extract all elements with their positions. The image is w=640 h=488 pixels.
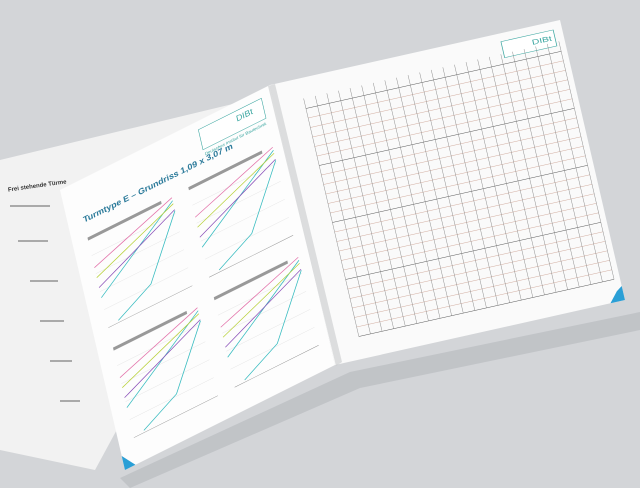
col-line — [384, 80, 441, 319]
col-line — [523, 49, 580, 288]
col-line — [407, 75, 464, 314]
grid-line — [192, 163, 277, 206]
logo-box — [198, 97, 267, 151]
grid-line — [117, 323, 202, 366]
left-paper — [60, 85, 335, 470]
chart-line — [96, 203, 174, 278]
col-line — [326, 93, 383, 332]
chart-line — [124, 319, 201, 398]
grid-line — [226, 309, 311, 352]
axis — [108, 285, 193, 328]
col-line — [419, 72, 476, 311]
grid-line — [99, 249, 185, 292]
col-line — [454, 64, 510, 303]
chart-caption — [188, 150, 263, 191]
chart-line — [218, 160, 277, 271]
corner-tab — [121, 456, 136, 470]
col-line — [396, 77, 452, 316]
col-line — [442, 67, 499, 306]
axis — [209, 235, 294, 278]
col-line — [465, 62, 522, 301]
chart-line — [201, 150, 274, 248]
grid-line — [230, 327, 315, 370]
col-line — [500, 54, 557, 293]
chart-caption — [112, 310, 188, 351]
chart-line — [222, 262, 300, 338]
chart-line — [118, 210, 176, 321]
col-line — [558, 41, 615, 280]
chart-line — [98, 209, 175, 288]
chart-line — [194, 146, 273, 218]
logo-box — [500, 29, 558, 58]
col-line — [477, 59, 534, 298]
chart-line — [122, 313, 200, 388]
chart-line — [199, 158, 276, 238]
corner-tab — [610, 285, 625, 304]
col-line — [512, 51, 568, 290]
grid-line — [129, 377, 214, 420]
grid-line — [217, 273, 302, 316]
chart-line — [197, 152, 275, 228]
chart-line — [244, 270, 302, 381]
grid-line — [91, 213, 176, 256]
gutter — [268, 84, 342, 366]
grid-line — [125, 359, 210, 402]
chart-line — [126, 310, 199, 408]
chart-line — [119, 307, 198, 378]
col-line — [315, 95, 371, 334]
col-line — [489, 56, 545, 295]
col-line — [431, 69, 487, 308]
axis — [133, 395, 218, 438]
chart-line — [143, 320, 201, 431]
data-table — [303, 41, 615, 337]
grid-line — [204, 217, 289, 260]
back-page-text — [10, 205, 80, 402]
chart-line — [225, 268, 302, 348]
col-line — [349, 88, 406, 327]
chart-line — [227, 260, 300, 358]
chart-line — [220, 256, 299, 328]
col-line — [547, 43, 603, 282]
right-page: DIBt — [270, 19, 625, 365]
col-line — [303, 98, 360, 337]
chart-caption — [213, 260, 288, 301]
col-line — [535, 46, 592, 285]
chart-line — [94, 197, 173, 268]
grid-line — [200, 199, 285, 242]
charts — [87, 146, 319, 438]
shadow — [120, 312, 640, 488]
left-page: Turmtype E – Grundriss 1,09 x 3,07 m DIB… — [60, 85, 335, 470]
col-line — [373, 82, 429, 321]
col-line — [338, 90, 394, 329]
axis — [234, 345, 319, 388]
col-line — [361, 85, 418, 324]
chart-caption — [87, 200, 162, 241]
grid-line — [104, 267, 189, 310]
chart-line — [101, 200, 173, 298]
